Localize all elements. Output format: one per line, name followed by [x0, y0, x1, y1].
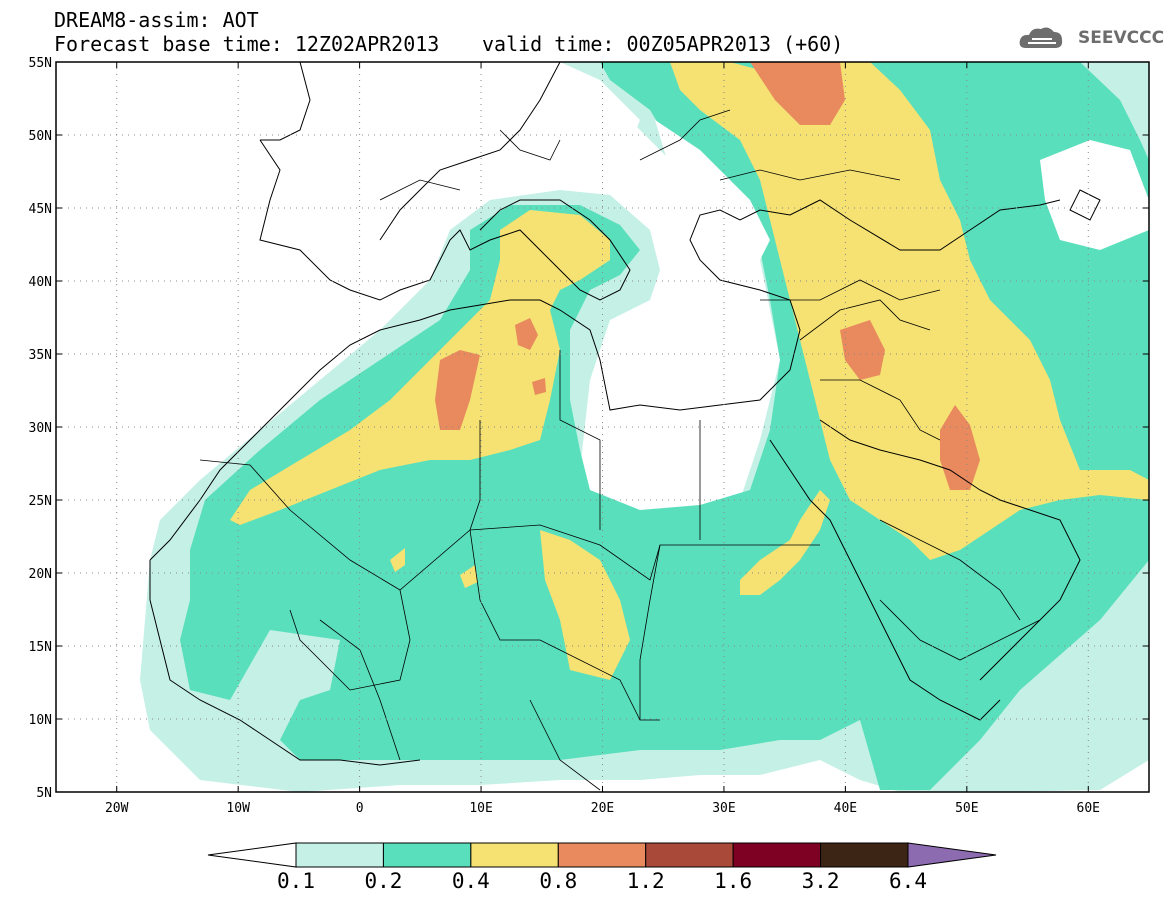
aot-field-0.8: [840, 320, 885, 380]
lon-label: 20E: [591, 801, 614, 816]
lon-label: 30E: [712, 801, 735, 816]
aot-field-0.8: [940, 405, 980, 490]
colorbar-swatch: [557, 842, 647, 868]
lon-label: 60E: [1077, 801, 1100, 816]
colorbar-label: 0.8: [539, 869, 578, 893]
cloud-icon: [1019, 27, 1063, 48]
aot-clear-area: [260, 62, 640, 280]
valid-time: valid time: 00Z05APR2013 (+60): [482, 32, 844, 56]
map-title: DREAM8-assim: AOT: [54, 8, 259, 32]
aot-field-0.4: [390, 548, 405, 572]
aot-field-0.8: [532, 378, 546, 395]
lat-label: 30N: [29, 421, 52, 436]
lon-label: 10E: [469, 801, 492, 816]
aot-field-0.8: [515, 318, 538, 350]
aot-field-0.4: [740, 490, 830, 595]
graticule: [56, 62, 1149, 792]
country-borders: [199, 109, 1041, 791]
lon-label: 20W: [105, 801, 129, 816]
aot-field: [140, 62, 1149, 792]
forecast-base-time: Forecast base time: 12Z02APR2013: [54, 32, 440, 56]
colorbar-label: 1.6: [714, 869, 753, 893]
colorbar-over-arrow: [907, 842, 997, 868]
colorbar-label: 0.4: [451, 869, 490, 893]
logo-text: SEEVCCC: [1078, 28, 1165, 48]
colorbar-label: 3.2: [801, 869, 840, 893]
lon-label: 0: [356, 801, 364, 816]
latitude-labels: 55N 50N 45N 40N 35N 30N 25N 20N 15N 10N 5N: [29, 56, 52, 801]
axis-ticks: [56, 61, 1149, 793]
colorbar-label: 0.1: [277, 869, 315, 893]
lat-label: 40N: [29, 275, 52, 290]
lat-label: 20N: [29, 567, 52, 582]
colorbar-label: 1.2: [626, 869, 665, 893]
colorbar-swatch: [645, 842, 734, 868]
coastlines: [149, 62, 1101, 766]
colorbar-swatch: [470, 842, 559, 868]
lat-label: 50N: [29, 129, 52, 144]
lon-label: 10W: [226, 801, 250, 816]
lat-label: 45N: [29, 202, 52, 217]
colorbar: [207, 842, 997, 868]
lat-label: 15N: [29, 640, 52, 655]
longitude-labels: 20W 10W 0 10E 20E 30E 40E 50E 60E: [105, 801, 1100, 816]
lon-label: 40E: [834, 801, 857, 816]
aot-clear-area: [605, 310, 770, 505]
aot-field-0.8: [435, 350, 480, 430]
colorbar-swatch: [820, 842, 909, 868]
colorbar-label: 0.2: [364, 869, 403, 893]
lat-label: 25N: [29, 494, 52, 509]
lat-label: 55N: [29, 56, 52, 71]
lat-label: 10N: [29, 713, 52, 728]
aot-clear-area: [655, 120, 770, 270]
aot-clear-area: [1040, 140, 1149, 250]
aot-field-0.8: [750, 62, 845, 125]
colorbar-swatch: [295, 842, 384, 868]
lat-label: 35N: [29, 348, 52, 363]
aot-field-0.4: [460, 565, 478, 588]
colorbar-swatch: [382, 842, 472, 868]
colorbar-under-arrow: [207, 842, 297, 868]
aot-field-0.4: [540, 530, 630, 680]
lon-label: 50E: [955, 801, 978, 816]
colorbar-label: 6.4: [889, 869, 927, 893]
colorbar-swatch: [732, 842, 822, 868]
aot-field-0.4: [670, 62, 1149, 560]
lat-label: 5N: [36, 786, 52, 801]
aot-field-0.4: [230, 210, 610, 525]
